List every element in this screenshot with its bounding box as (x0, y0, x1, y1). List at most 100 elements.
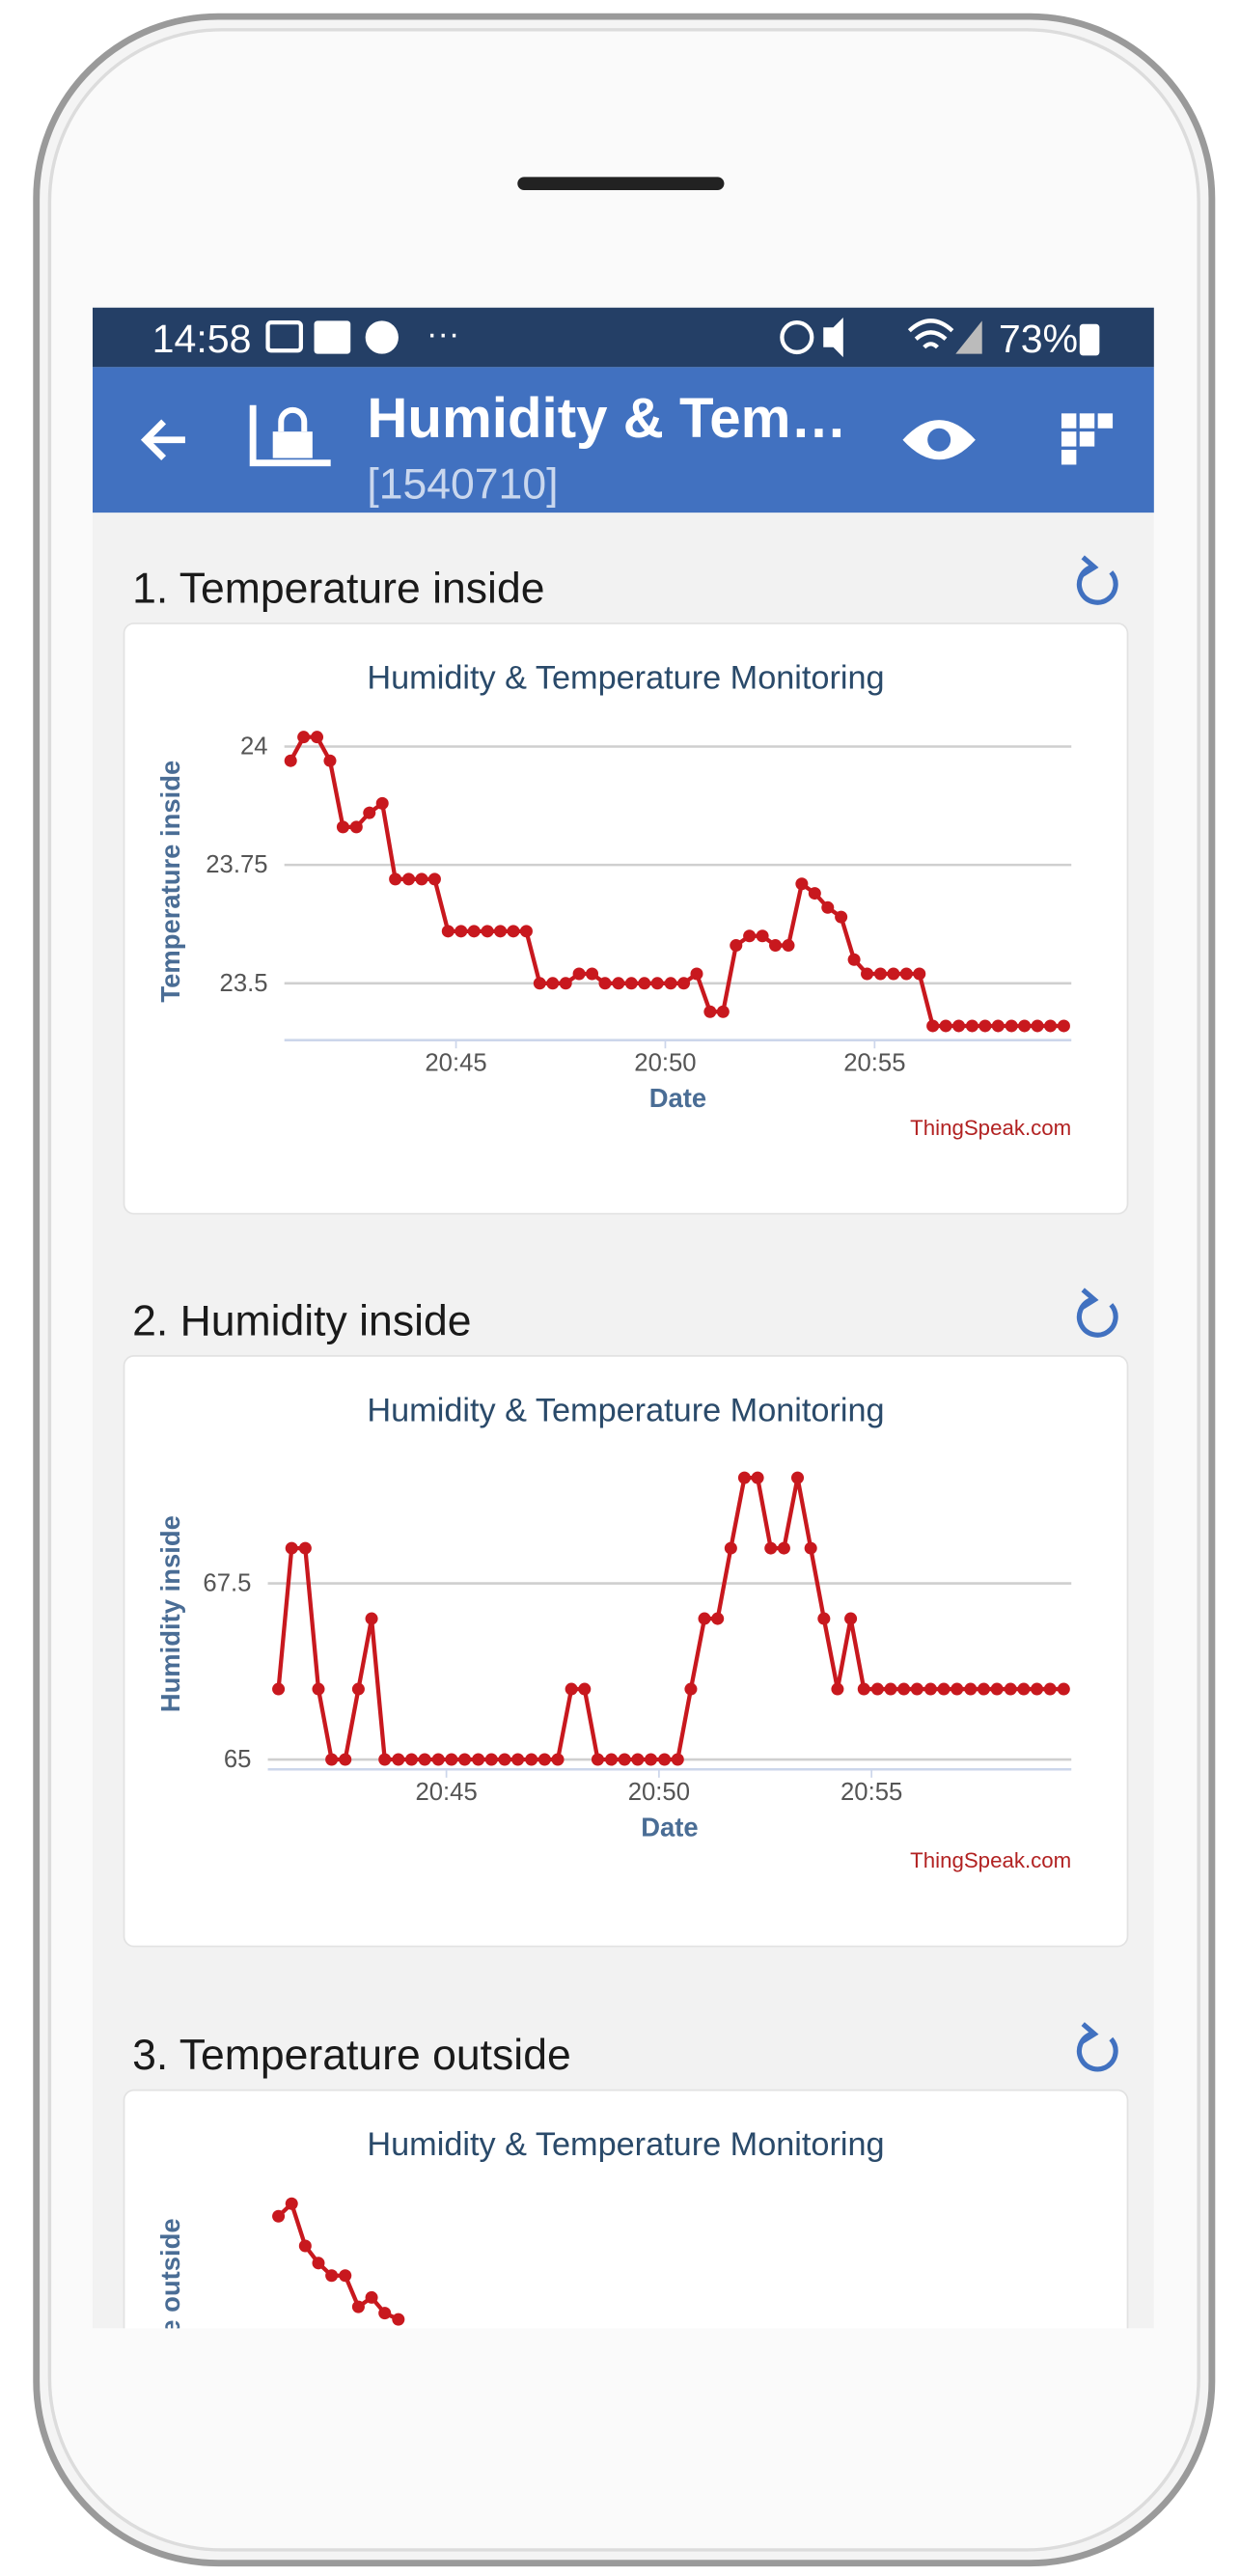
wifi-icon (907, 319, 954, 349)
data-point (769, 939, 783, 953)
data-point (458, 1753, 472, 1766)
data-point (378, 2307, 392, 2320)
data-point (591, 1753, 604, 1766)
data-point (507, 925, 520, 938)
data-point (821, 900, 835, 914)
data-point (284, 754, 297, 767)
back-button[interactable] (140, 419, 185, 461)
data-point (724, 1541, 737, 1555)
data-point (455, 925, 468, 938)
panel: 2. Humidity inside Humidity & Temperature… (123, 1288, 1129, 1948)
chart-title: Humidity & Temperature Monitoring (367, 2126, 884, 2163)
data-point (664, 977, 677, 990)
data-point (817, 1612, 831, 1625)
alarm-icon (780, 319, 814, 355)
data-point (951, 1682, 964, 1696)
data-point (272, 2209, 286, 2223)
chart-card (123, 1355, 1129, 1948)
y-tick-label: 65 (224, 1746, 252, 1773)
data-point (1044, 1019, 1058, 1033)
data-point (711, 1612, 725, 1625)
data-point (782, 939, 795, 953)
data-point (835, 910, 848, 924)
data-point (605, 1753, 619, 1766)
battery-icon (1079, 323, 1100, 356)
data-point (297, 731, 311, 744)
data-point (565, 1682, 578, 1696)
menu-button[interactable] (1061, 413, 1114, 465)
data-point (1031, 1682, 1044, 1696)
data-point (572, 967, 586, 981)
data-point (910, 1682, 923, 1696)
y-axis-title: Temperature outside (155, 2218, 185, 2478)
data-point (650, 977, 664, 990)
data-point (618, 1753, 631, 1766)
data-point (730, 939, 743, 953)
data-point (926, 1019, 940, 1033)
battery-percent: 73% (999, 317, 1078, 361)
data-point (272, 1682, 286, 1696)
data-point (365, 1612, 378, 1625)
data-point (978, 1019, 992, 1033)
data-point (511, 1753, 525, 1766)
data-point (312, 1682, 325, 1696)
app-title: Humidity & Tem… (367, 387, 846, 450)
x-tick-label: 20:50 (628, 1779, 690, 1806)
chart-card (123, 2089, 1129, 2329)
data-point (690, 967, 703, 981)
x-axis-title: Date (649, 1083, 706, 1113)
data-point (764, 1541, 778, 1555)
y-axis-title: Humidity inside (155, 1515, 185, 1712)
flipboard-icon (314, 320, 351, 354)
data-point (658, 1753, 672, 1766)
data-point (431, 1753, 445, 1766)
data-point (884, 1682, 897, 1696)
channel-id: [1540710] (367, 461, 558, 509)
data-point (638, 977, 651, 990)
data-point (418, 1753, 431, 1766)
data-point (861, 967, 874, 981)
data-point (533, 977, 546, 990)
x-tick-label: 20:45 (415, 1779, 477, 1806)
y-tick-label: 67.5 (203, 1570, 251, 1597)
chart-title: Humidity & Temperature Monitoring (367, 1392, 884, 1428)
data-point (392, 2313, 405, 2326)
data-point (804, 1541, 817, 1555)
data-point (831, 1682, 844, 1696)
screen: 14:58 ··· 73% Humidity & Tem… [1540710] … (92, 307, 1154, 2478)
panel-heading: 1. Temperature inside (132, 565, 544, 612)
data-point (415, 873, 428, 886)
data-point (1043, 1682, 1057, 1696)
data-point (494, 925, 508, 938)
chart-credit: ThingSpeak.com (910, 1848, 1071, 1872)
data-point (378, 1753, 392, 1766)
data-point (339, 2269, 352, 2283)
data-point (467, 925, 481, 938)
signal-icon (955, 320, 982, 354)
data-point (404, 1753, 418, 1766)
data-point (677, 977, 691, 990)
data-point (325, 2269, 339, 2283)
data-point (847, 953, 861, 966)
clock: 14:58 (152, 317, 252, 361)
data-point (472, 1753, 485, 1766)
data-point (777, 1541, 790, 1555)
panel-heading: 3. Temperature outside (132, 2032, 571, 2079)
data-point (873, 967, 887, 981)
data-point (844, 1612, 858, 1625)
x-tick-label: 20:50 (634, 1050, 696, 1077)
data-point (645, 1753, 658, 1766)
data-point (363, 806, 376, 819)
data-point (336, 820, 349, 834)
view-button[interactable] (902, 420, 976, 460)
data-point (537, 1753, 551, 1766)
status-bar (92, 307, 1154, 368)
data-point (498, 1753, 511, 1766)
data-point (808, 887, 821, 900)
data-point (298, 1541, 312, 1555)
data-point (977, 1682, 990, 1696)
x-tick-label: 20:55 (840, 1779, 902, 1806)
data-point (631, 1753, 645, 1766)
x-axis-title: Date (641, 1813, 698, 1842)
